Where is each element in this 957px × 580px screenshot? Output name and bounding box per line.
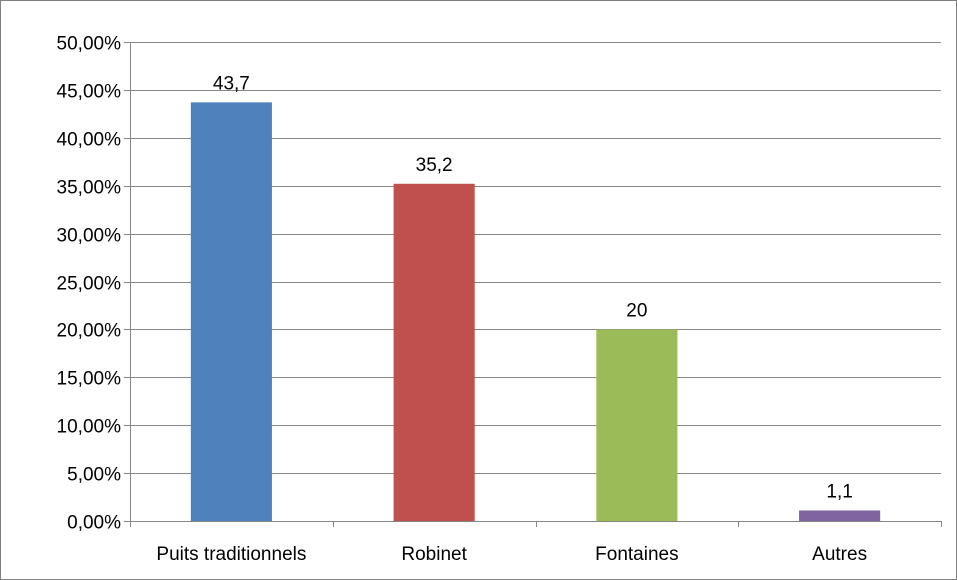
data-label: 20 <box>626 300 647 321</box>
bar-fontaines <box>596 329 678 521</box>
y-tick-label: 15,00% <box>57 369 122 390</box>
labels: 0,00% 5,00% 10,00% 15,00% 20,00% 25,00% 30,00%… <box>57 34 868 566</box>
category-label: Fontaines <box>595 544 678 565</box>
y-tick-label: 30,00% <box>57 226 122 247</box>
bar-autres <box>799 510 881 521</box>
bar-puits-traditionnels <box>190 102 272 521</box>
y-tick-label: 45,00% <box>57 82 122 103</box>
bars <box>190 102 881 521</box>
y-tick-label: 10,00% <box>57 417 122 438</box>
y-tick-label: 25,00% <box>57 274 122 295</box>
category-label: Autres <box>812 544 867 565</box>
y-tick-label: 5,00% <box>67 465 121 486</box>
y-tick-label: 20,00% <box>57 321 122 342</box>
category-label: Puits traditionnels <box>156 544 306 565</box>
data-label: 43,7 <box>213 73 250 94</box>
y-tick-label: 50,00% <box>57 34 122 55</box>
data-label: 35,2 <box>416 155 453 176</box>
y-tick-label: 0,00% <box>67 513 121 534</box>
bar-robinet <box>393 183 475 521</box>
category-label: Robinet <box>401 544 467 565</box>
data-label: 1,1 <box>826 481 852 502</box>
axes <box>124 42 942 527</box>
y-tick-label: 35,00% <box>57 178 122 199</box>
y-tick-label: 40,00% <box>57 130 122 151</box>
